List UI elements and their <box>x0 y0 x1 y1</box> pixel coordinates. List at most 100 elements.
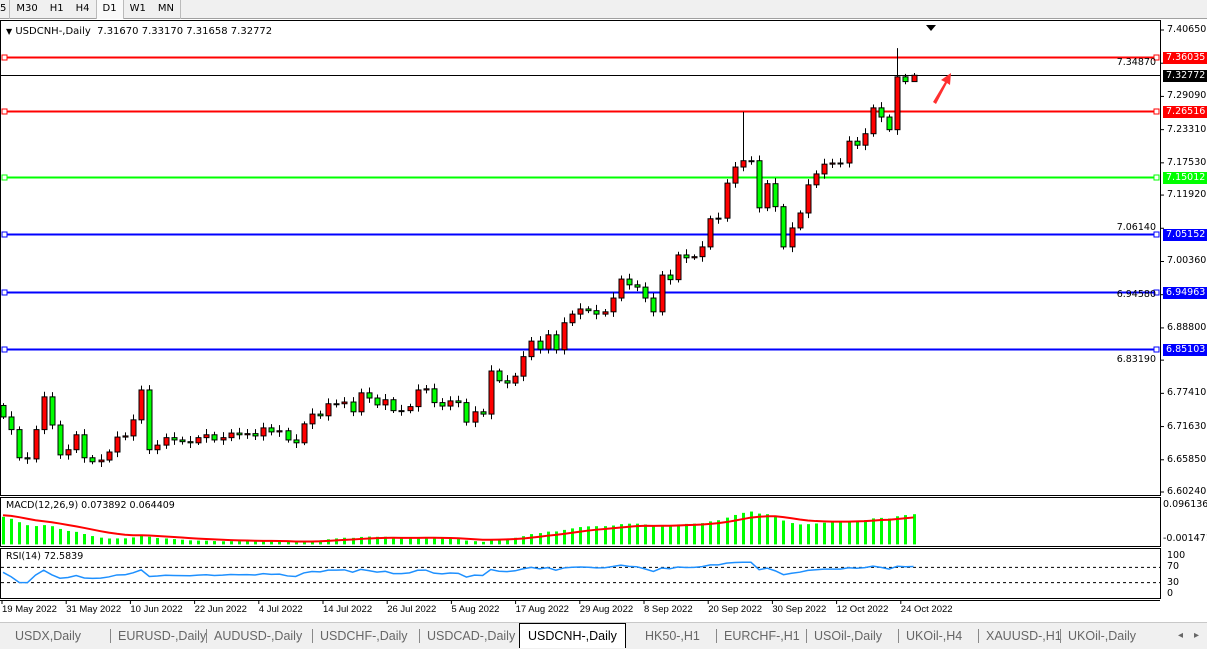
bearish-candle <box>439 402 446 407</box>
rsi-panel-frame <box>0 548 1161 599</box>
bearish-candle <box>772 183 779 208</box>
tab-divider <box>978 629 979 643</box>
tab-scroll-left-icon[interactable]: ◂ <box>1178 630 1184 641</box>
bearish-candle <box>431 388 438 404</box>
date-tick-label: 31 May 2022 <box>66 604 122 615</box>
macd-label: MACD(12,26,9) 0.073892 0.064409 <box>6 500 175 511</box>
rsi-label: RSI(14) 72.5839 <box>6 551 84 562</box>
bullish-candle <box>260 427 267 437</box>
price-chart[interactable] <box>0 19 1207 621</box>
date-tick-label: 17 Aug 2022 <box>515 604 569 615</box>
tab-divider <box>110 629 111 643</box>
bullish-candle <box>301 423 308 444</box>
chart-tab[interactable]: HK50-,H1 <box>645 629 700 643</box>
level-handle <box>1153 231 1160 238</box>
chart-tabs: USDX,Daily EURUSD-,Daily AUDUSD-,Daily USDC… <box>0 622 1207 649</box>
bullish-candle <box>699 246 706 258</box>
bearish-candle <box>293 439 300 444</box>
bullish-candle <box>138 389 145 421</box>
bearish-candle <box>878 107 885 118</box>
tab-divider <box>1060 629 1061 643</box>
timeframe-h1[interactable]: H1 <box>49 3 64 14</box>
bullish-candle <box>715 217 722 220</box>
level-handle <box>1 108 8 115</box>
bullish-candle <box>276 430 283 433</box>
bearish-candle <box>81 434 88 459</box>
chart-tab[interactable]: UKOil-,H4 <box>906 629 963 643</box>
chart-tab[interactable]: UKOil-,Daily <box>1068 629 1137 643</box>
bullish-candle <box>472 411 479 423</box>
level-handle <box>1 174 8 181</box>
chart-tab[interactable]: USDCHF-,Daily <box>320 629 408 643</box>
chart-tab[interactable]: USDCNH-,Daily <box>519 623 626 648</box>
bullish-candle <box>569 313 576 324</box>
bullish-candle <box>122 435 129 438</box>
bearish-candle <box>537 340 544 350</box>
bullish-candle <box>577 308 584 315</box>
level-handle <box>1153 346 1160 353</box>
date-tick-label: 14 Jul 2022 <box>323 604 373 615</box>
tab-scroll-right-icon[interactable]: ▸ <box>1194 630 1200 641</box>
bullish-candle <box>675 254 682 281</box>
bullish-candle <box>98 459 105 463</box>
date-tick-label: 12 Oct 2022 <box>836 604 889 615</box>
bullish-candle <box>740 160 747 168</box>
bullish-candle <box>659 274 666 313</box>
price-tick-label: 6.83190 <box>1116 354 1156 366</box>
bearish-candle <box>585 308 592 312</box>
price-tick-label: 6.94580 <box>1116 288 1156 300</box>
price-tick-label: 7.40650 <box>1167 24 1207 35</box>
chart-title: ▼ USDCNH-,Daily 7.31670 7.33170 7.31658 … <box>6 26 272 37</box>
bearish-candle <box>187 441 194 444</box>
timeframe-m30[interactable]: M30 <box>16 3 38 14</box>
bearish-candle <box>16 429 23 459</box>
timeframe-d1[interactable]: D1 <box>95 0 124 19</box>
bearish-candle <box>285 430 292 441</box>
bullish-candle <box>341 401 348 405</box>
level-handle <box>1153 54 1160 61</box>
bullish-candle <box>41 396 48 431</box>
bullish-candle <box>545 334 552 350</box>
rsi-tick-label: 100 <box>1167 550 1186 561</box>
bullish-candle <box>691 256 698 259</box>
chart-shift-marker-icon <box>926 25 936 31</box>
bullish-candle <box>488 370 495 415</box>
bullish-candle <box>870 107 877 135</box>
chart-tab[interactable]: EURCHF-,H1 <box>724 629 800 643</box>
bullish-candle <box>846 140 853 164</box>
level-price-tag: 7.05152 <box>1163 228 1207 241</box>
chart-tab[interactable]: USDX,Daily <box>15 629 81 643</box>
price-tick-label: 6.77410 <box>1167 387 1207 399</box>
chart-tab[interactable]: XAUUSD-,H1 <box>986 629 1062 643</box>
chart-tab[interactable]: USDCAD-,Daily <box>427 629 516 643</box>
bearish-candle <box>480 411 487 415</box>
level-price-tag: 6.85103 <box>1163 343 1207 356</box>
bearish-candle <box>667 274 674 281</box>
price-tick-label: 7.11920 <box>1167 189 1207 201</box>
timeframe-w1[interactable]: W1 <box>129 3 146 14</box>
bearish-candle <box>49 396 56 426</box>
timeframe-m5[interactable]: 5 <box>0 3 7 14</box>
bullish-candle <box>325 403 332 417</box>
macd-panel-frame <box>0 497 1161 547</box>
timeframe-h4[interactable]: H4 <box>75 3 90 14</box>
date-tick-label: 30 Sep 2022 <box>772 604 827 615</box>
tab-divider <box>806 629 807 643</box>
timeframe-mn[interactable]: MN <box>157 3 174 14</box>
chart-tab[interactable]: AUDUSD-,Daily <box>214 629 303 643</box>
chart-tab[interactable]: EURUSD-,Daily <box>118 629 207 643</box>
bullish-candle <box>114 436 121 453</box>
rsi-tick-label: 70 <box>1167 561 1180 572</box>
bullish-candle <box>130 419 137 437</box>
date-tick-label: 10 Jun 2022 <box>130 604 183 615</box>
current-price-tag: 7.32772 <box>1163 69 1207 82</box>
tab-divider <box>716 629 717 643</box>
bearish-candle <box>683 254 690 259</box>
chart-tab[interactable]: USOil-,Daily <box>814 629 883 643</box>
bullish-candle <box>244 433 251 436</box>
bearish-candle <box>252 433 259 437</box>
bearish-candle <box>553 334 560 351</box>
bearish-candle <box>504 380 511 384</box>
price-tick-label: 6.71630 <box>1167 420 1207 432</box>
collapse-triangle-icon[interactable]: ▼ <box>6 27 13 36</box>
